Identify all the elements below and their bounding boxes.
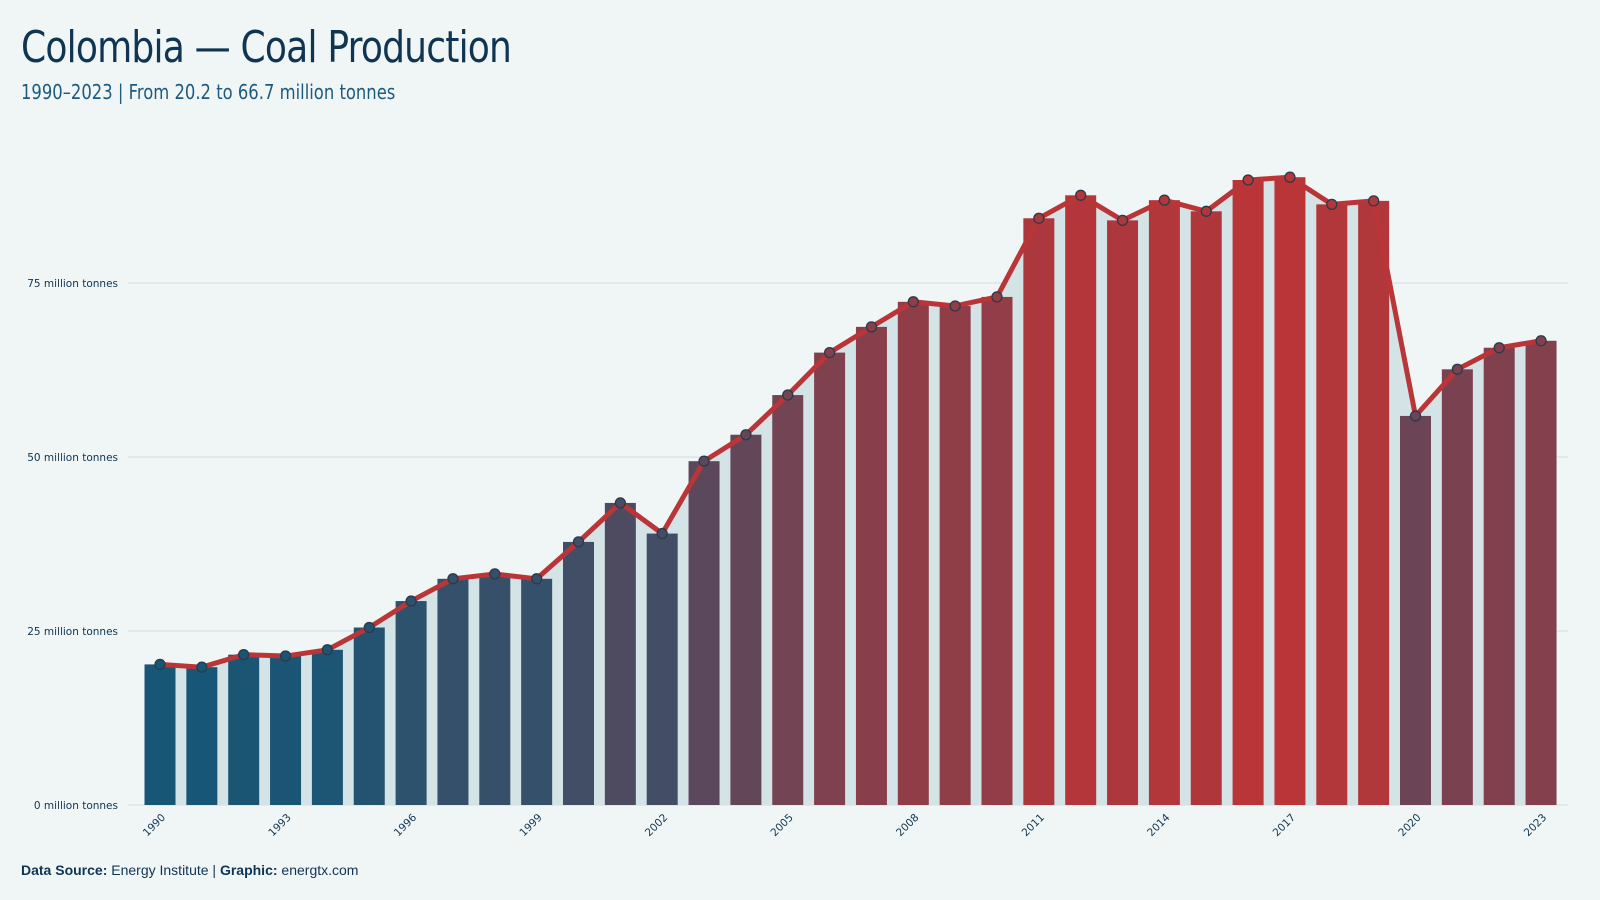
point-2020 [1409, 410, 1422, 422]
point-2003 [698, 455, 710, 467]
bar-2013 [1107, 220, 1139, 806]
graphic-label: Graphic: [219, 862, 278, 878]
bar-2003 [688, 461, 720, 805]
bar-2000 [563, 541, 594, 805]
point-1999 [531, 573, 543, 585]
bar-2012 [1065, 195, 1097, 805]
point-2023 [1535, 335, 1547, 347]
point-2005 [782, 389, 794, 401]
point-2001 [614, 497, 626, 509]
graphic-value: energtx.com [281, 862, 359, 878]
bar-2019 [1358, 200, 1390, 805]
bar-1994 [311, 649, 343, 805]
bar-1991 [186, 667, 218, 805]
bar-1992 [228, 654, 260, 805]
bar-2004 [730, 434, 762, 805]
bar-1998 [479, 573, 511, 805]
bar-2007 [855, 326, 887, 805]
point-2014 [1158, 194, 1171, 206]
bar-2014 [1148, 200, 1180, 805]
point-2015 [1200, 205, 1212, 217]
bar-2009 [939, 305, 971, 805]
point-2000 [572, 536, 585, 548]
point-2017 [1284, 171, 1296, 183]
trend-line [159, 174, 1542, 670]
bar-2018 [1316, 204, 1348, 806]
point-1994 [321, 644, 334, 656]
bar-2010 [981, 296, 1013, 805]
x-tick-label: 1993 [266, 812, 293, 839]
point-1990 [154, 658, 166, 671]
point-2011 [1033, 212, 1045, 224]
point-2006 [823, 346, 836, 359]
x-tick-label: 1990 [141, 812, 168, 839]
point-1995 [363, 621, 375, 634]
bar-2001 [604, 502, 636, 805]
bar-2021 [1441, 369, 1473, 805]
bar-2008 [897, 301, 929, 805]
bar-2002 [646, 533, 678, 805]
bar-2023 [1525, 340, 1557, 805]
bar-1990 [144, 664, 176, 805]
x-tick-label: 1996 [392, 811, 420, 839]
bar-2020 [1400, 415, 1431, 805]
point-2012 [1075, 189, 1087, 201]
points-layer [154, 171, 1547, 673]
point-1996 [405, 595, 417, 607]
x-tick-label: 2002 [643, 812, 670, 839]
y-axis-labels: 0 million tonnes 25 million tonnes 50 mill… [27, 278, 118, 812]
point-2007 [865, 321, 878, 333]
x-tick-label: 2023 [1522, 812, 1549, 839]
chart-subtitle: 1990–2023 | From 20.2 to 66.7 million to… [21, 80, 396, 104]
bar-1993 [270, 656, 302, 805]
point-2002 [656, 527, 668, 540]
chart-title: Colombia — Coal Production [21, 22, 512, 73]
bar-1995 [353, 627, 385, 805]
footer: Data Source: Energy Institute | Graphic:… [21, 862, 358, 878]
bar-2022 [1483, 347, 1515, 805]
point-2018 [1326, 198, 1338, 211]
bar-1996 [395, 601, 427, 805]
x-tick-label: 2008 [894, 812, 921, 839]
point-1998 [489, 568, 501, 580]
x-tick-label: 2005 [768, 812, 795, 839]
point-1991 [196, 661, 208, 673]
y-tick-label: 50 million tonnes [27, 452, 118, 464]
point-1997 [447, 573, 459, 585]
point-2019 [1368, 195, 1380, 207]
bar-1997 [437, 578, 469, 805]
bar-2011 [1023, 218, 1055, 806]
x-axis-labels: 1990 1993 1996 1999 2002 2005 2008 2011 2014 2017… [141, 811, 1549, 839]
bar-1999 [521, 578, 553, 805]
point-1993 [279, 650, 292, 662]
y-tick-label: 25 million tonnes [27, 626, 118, 638]
y-tick-label: 0 million tonnes [34, 800, 118, 812]
point-2009 [949, 300, 961, 312]
footer-separator: | [212, 862, 217, 878]
x-tick-label: 2020 [1396, 812, 1423, 839]
source-value: Energy Institute [111, 862, 209, 878]
x-tick-label: 1999 [517, 812, 544, 839]
bar-2017 [1274, 177, 1306, 805]
point-1992 [238, 649, 250, 661]
y-tick-label: 75 million tonnes [27, 278, 118, 290]
bar-2005 [772, 395, 804, 805]
x-tick-label: 2017 [1271, 812, 1298, 839]
bar-2006 [814, 352, 846, 805]
x-tick-label: 2014 [1145, 811, 1173, 839]
point-2010 [991, 291, 1003, 303]
point-2021 [1451, 363, 1463, 375]
bar-2016 [1232, 179, 1264, 805]
bar-2015 [1190, 211, 1222, 805]
point-2016 [1242, 174, 1254, 186]
bars-layer [144, 177, 1557, 806]
x-tick-label: 2011 [1020, 812, 1047, 839]
point-2004 [740, 429, 752, 441]
point-2013 [1116, 214, 1129, 227]
point-2008 [907, 296, 919, 308]
point-2022 [1493, 342, 1505, 354]
source-label: Data Source: [21, 862, 108, 878]
